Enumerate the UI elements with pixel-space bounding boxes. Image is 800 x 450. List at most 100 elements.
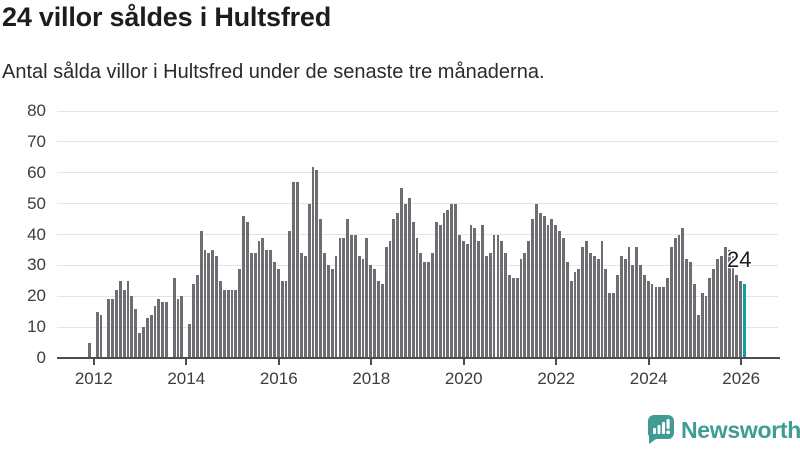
- bar: [338, 237, 342, 358]
- bar: [696, 314, 700, 358]
- bar: [269, 250, 272, 358]
- bar: [172, 277, 176, 358]
- bar: [646, 280, 650, 358]
- x-axis-tick: [462, 359, 465, 365]
- bar: [658, 287, 662, 358]
- bar: [677, 234, 681, 358]
- bar: [712, 268, 716, 358]
- bar: [373, 268, 377, 358]
- bar: [276, 268, 280, 358]
- latest-value-annotation: 24: [727, 247, 752, 272]
- bar: [157, 299, 161, 358]
- bar: [469, 225, 473, 358]
- bar: [284, 280, 288, 358]
- bar: [731, 256, 735, 358]
- y-axis-label: 0: [36, 348, 46, 367]
- bar: [550, 219, 554, 358]
- bar: [623, 259, 627, 358]
- bar: [377, 280, 380, 358]
- bar: [619, 256, 623, 358]
- bar: [492, 234, 496, 358]
- bar: [450, 203, 454, 358]
- bar: [484, 256, 488, 358]
- bar: [238, 268, 242, 358]
- bar: [427, 262, 430, 358]
- bar: [735, 274, 739, 358]
- bar: [165, 302, 168, 358]
- bar: [535, 203, 538, 358]
- bar: [400, 188, 403, 358]
- bar: [342, 237, 346, 358]
- bar: [296, 182, 299, 358]
- bar: [107, 299, 111, 358]
- x-axis-tick: [647, 359, 650, 365]
- bar: [631, 265, 635, 358]
- bar: [114, 290, 118, 358]
- x-axis-label: 2020: [444, 369, 483, 388]
- bar: [723, 246, 727, 358]
- bar: [215, 256, 219, 358]
- bar: [596, 259, 600, 358]
- bar: [242, 216, 245, 358]
- bar: [558, 231, 561, 358]
- bar: [319, 219, 323, 358]
- bar: [515, 277, 519, 358]
- bar: [635, 246, 639, 358]
- bar: [481, 225, 484, 358]
- bar: [700, 293, 704, 358]
- x-axis-tick: [740, 359, 743, 365]
- bar: [527, 240, 531, 358]
- bar: [161, 302, 165, 358]
- bar: [122, 290, 126, 358]
- bar: [562, 237, 565, 358]
- bar: [188, 324, 192, 358]
- bar: [253, 253, 257, 358]
- bar: [357, 256, 361, 358]
- bar: [222, 290, 226, 358]
- bar: [419, 253, 423, 358]
- bar: [246, 222, 249, 358]
- bar: [334, 256, 338, 358]
- bar: [361, 259, 365, 358]
- x-axis-tick: [92, 359, 95, 365]
- bar: [600, 240, 604, 358]
- y-axis-label: 20: [27, 286, 46, 306]
- newsworthy-logo-text: Newsworthy: [681, 417, 800, 443]
- bar: [693, 283, 696, 358]
- bar: [708, 277, 712, 358]
- bar: [407, 197, 411, 358]
- x-axis-tick: [370, 359, 373, 365]
- bar: [511, 277, 515, 358]
- x-axis-label: 2014: [167, 369, 206, 388]
- bar: [303, 256, 307, 358]
- bar: [689, 262, 693, 358]
- bar: [411, 222, 415, 358]
- bar: [369, 265, 373, 358]
- x-axis-label: 2018: [352, 369, 391, 388]
- bar: [323, 253, 326, 358]
- bar: [415, 237, 419, 358]
- bar: [685, 259, 689, 358]
- bar: [461, 240, 465, 358]
- bar: [565, 262, 569, 358]
- bar: [126, 280, 130, 358]
- chart-subtitle: Antal sålda villor i Hultsfred under de …: [2, 61, 545, 83]
- bar: [666, 277, 669, 358]
- bar: [153, 305, 157, 358]
- bar: [554, 225, 558, 358]
- x-axis-tick: [555, 359, 558, 365]
- bar: [130, 296, 134, 358]
- bar: [673, 237, 677, 358]
- bar: [642, 274, 646, 358]
- y-axis-label: 60: [27, 162, 46, 182]
- bar: [192, 283, 195, 358]
- bar: [669, 246, 673, 358]
- chart-title: 24 villor såldes i Hultsfred: [2, 2, 332, 32]
- bar: [299, 253, 303, 358]
- bar: [141, 327, 145, 358]
- bar: [573, 271, 577, 358]
- bar: [145, 317, 149, 358]
- bar: [261, 237, 265, 358]
- bar: [249, 253, 253, 358]
- bar: [365, 237, 369, 358]
